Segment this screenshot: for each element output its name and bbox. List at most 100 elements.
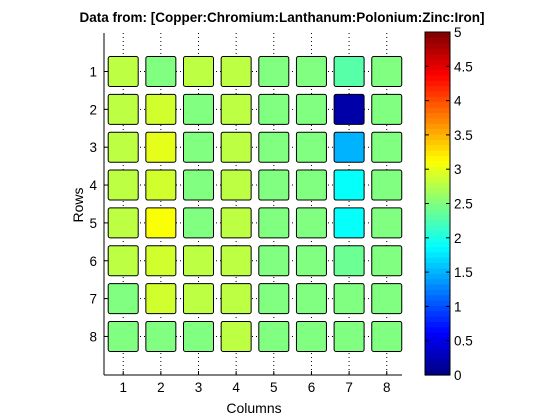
heatmap-cell [221, 132, 251, 162]
colorbar-band [425, 348, 450, 354]
colorbar-tick-label: 3 [454, 162, 462, 177]
heatmap-cell [296, 94, 326, 124]
colorbar-band [425, 246, 450, 252]
colorbar-band [425, 59, 450, 65]
heatmap-cell [108, 57, 138, 87]
colorbar-band [425, 70, 450, 76]
colorbar-band [425, 102, 450, 108]
heatmap-cell [221, 57, 251, 87]
heatmap-cell [259, 94, 289, 124]
heatmap-cell [372, 321, 402, 351]
heatmap-cell [221, 284, 251, 314]
x-tick-label: 8 [383, 380, 391, 395]
heatmap-cell [334, 208, 364, 238]
colorbar-band [425, 268, 450, 274]
x-tick-label: 2 [157, 380, 165, 395]
colorbar-band [425, 279, 450, 285]
colorbar-band [425, 311, 450, 317]
colorbar-band [425, 321, 450, 327]
heatmap-cell [296, 321, 326, 351]
heatmap-cell [296, 208, 326, 238]
x-tick-label: 3 [195, 380, 203, 395]
x-tick-label: 6 [308, 380, 316, 395]
y-tick-label: 7 [89, 292, 97, 307]
heatmap-cell [296, 57, 326, 87]
x-tick-label: 7 [345, 380, 353, 395]
heatmap-cell [372, 170, 402, 200]
colorbar-band [425, 37, 450, 43]
colorbar-band [425, 75, 450, 81]
heatmap-cell [259, 208, 289, 238]
colorbar-tick-label: 1 [454, 299, 462, 314]
y-tick-label: 3 [89, 140, 97, 155]
colorbar-band [425, 327, 450, 333]
colorbar-band [425, 96, 450, 102]
heatmap-cell [108, 94, 138, 124]
heatmap-cell [184, 132, 214, 162]
heatmap-cell [296, 132, 326, 162]
colorbar-band [425, 177, 450, 183]
heatmap-cell [184, 246, 214, 276]
colorbar-band [425, 214, 450, 220]
colorbar-band [425, 225, 450, 231]
colorbar-tick-label: 0 [454, 368, 462, 383]
heatmap-cell [108, 132, 138, 162]
colorbar-band [425, 48, 450, 54]
heatmap-cell [372, 284, 402, 314]
colorbar-band [425, 171, 450, 177]
colorbar-band [425, 182, 450, 188]
heatmap-cell [259, 132, 289, 162]
heatmap-cell [296, 246, 326, 276]
colorbar-band [425, 273, 450, 279]
colorbar-band [425, 252, 450, 258]
heatmap-cell [259, 321, 289, 351]
colorbar-tick-label: 3.5 [454, 128, 473, 143]
heatmap-cell [334, 170, 364, 200]
y-tick-label: 1 [89, 65, 97, 80]
colorbar-band [425, 161, 450, 167]
colorbar-tick-label: 0.5 [454, 334, 473, 349]
colorbar-band [425, 193, 450, 199]
colorbar-band [425, 354, 450, 360]
heatmap-cell [221, 246, 251, 276]
x-axis-label: Columns [226, 400, 281, 416]
colorbar-band [425, 262, 450, 268]
colorbar-band [425, 359, 450, 365]
colorbar-band [425, 118, 450, 124]
heatmap-cell [334, 321, 364, 351]
heatmap-cell [296, 170, 326, 200]
heatmap-cell [146, 132, 176, 162]
heatmap-cell [372, 246, 402, 276]
x-tick-label: 5 [270, 380, 278, 395]
colorbar-tick-label: 1.5 [454, 265, 473, 280]
colorbar-band [425, 53, 450, 59]
y-tick-label: 8 [89, 329, 97, 344]
colorbar-band [425, 204, 450, 210]
y-axis-label: Rows [70, 187, 86, 222]
heatmap-cell [184, 57, 214, 87]
colorbar-band [425, 139, 450, 145]
colorbar-band [425, 220, 450, 226]
colorbar-band [425, 128, 450, 134]
colorbar-band [425, 300, 450, 306]
heatmap-cell [184, 284, 214, 314]
colorbar-band [425, 230, 450, 236]
heatmap-cell [334, 246, 364, 276]
colorbar-band [425, 155, 450, 161]
heatmap-cell [221, 170, 251, 200]
heatmap-cell [334, 94, 364, 124]
heatmap-cell [221, 94, 251, 124]
heatmap-cell [146, 57, 176, 87]
colorbar-band [425, 64, 450, 70]
colorbar-band [425, 86, 450, 92]
colorbar-band [425, 295, 450, 301]
y-tick-label: 5 [89, 216, 97, 231]
colorbar-tick-label: 4 [454, 94, 462, 109]
plot-area: 1 2 3 4 5 6 7 8 1 2 3 4 5 6 7 8 [89, 33, 402, 395]
colorbar-band [425, 43, 450, 49]
colorbar-band [425, 284, 450, 290]
heatmap-cell [146, 246, 176, 276]
heatmap-cell [259, 284, 289, 314]
